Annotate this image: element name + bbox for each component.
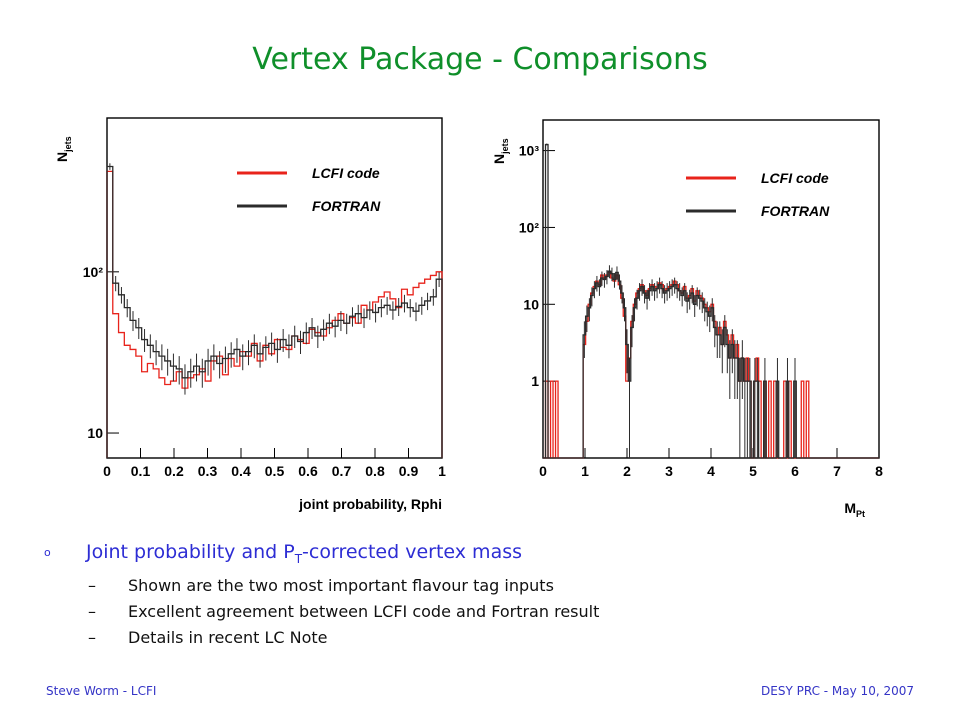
- x-tick-label: 0.7: [332, 463, 352, 479]
- sub-bullet-text: Details in recent LC Note: [128, 627, 328, 647]
- chart-vertex-mass: 0 1 2 3 4 5 6 7 8 1 10 10² 10³ Njets MPt LCFI code FORTR…: [487, 100, 905, 528]
- footer-author: Steve Worm - LCFI: [46, 684, 157, 698]
- series-fortran-line: [106, 165, 443, 458]
- x-tick-label: 2: [623, 463, 631, 479]
- chart-svg: 0 0.1 0.2 0.3 0.4 0.5 0.6 0.7 0.8 0.9 11010²Njetsj…: [54, 117, 446, 512]
- x-tick-label: 7: [833, 463, 841, 479]
- legend-label: LCFI code: [761, 170, 829, 186]
- y-axis-label: Njets: [54, 136, 73, 162]
- x-tick-label: 0.5: [265, 463, 285, 479]
- x-tick-label: 8: [875, 463, 883, 479]
- sub-bullet-text: Excellent agreement between LCFI code an…: [128, 601, 600, 621]
- x-tick-label: 6: [791, 463, 799, 479]
- y-tick-label: 10²: [83, 264, 104, 280]
- y-axis-label: Njets: [491, 138, 510, 164]
- y-tick-label: 10²: [519, 219, 540, 235]
- x-tick-label: 0: [103, 463, 111, 479]
- legend-label: LCFI code: [312, 165, 380, 181]
- sub-bullet-marker: –: [88, 601, 96, 621]
- series-lcfi-line: [106, 170, 443, 458]
- bullet-list: o Joint probability and PT-corrected vert…: [44, 538, 924, 651]
- series-fortran-line: [543, 143, 879, 459]
- bullet-main-subscript: T: [294, 551, 303, 566]
- bullet-main-text-pre: Joint probability and P: [86, 541, 295, 563]
- x-tick-label: 0.6: [298, 463, 318, 479]
- x-tick-label: 0.3: [198, 463, 218, 479]
- chart-svg: 0 1 2 3 4 5 6 7 8 1 10 10² 10³ Njets MPt LCFI code FORTR…: [491, 119, 883, 519]
- chart-joint-probability: 0 0.1 0.2 0.3 0.4 0.5 0.6 0.7 0.8 0.9 1 10 10² Njets j…: [50, 100, 460, 520]
- y-axis-label-subscript: jets: [63, 136, 73, 153]
- series-lcfi-line: [543, 271, 879, 459]
- y-tick-label: 1: [531, 373, 539, 389]
- slide-title: Vertex Package - Comparisons: [252, 42, 708, 77]
- x-tick-label: 0: [539, 463, 547, 479]
- bullet-main: o Joint probability and PT-corrected vert…: [44, 538, 924, 573]
- x-axis-label: MPt: [844, 500, 865, 519]
- y-axis-label-subscript: jets: [500, 138, 510, 155]
- sub-bullet: – Excellent agreement between LCFI code a…: [88, 599, 924, 625]
- legend-label: FORTRAN: [761, 203, 830, 219]
- x-tick-label: 1: [438, 463, 446, 479]
- x-tick-label: 0.2: [164, 463, 184, 479]
- x-tick-label: 0.9: [399, 463, 419, 479]
- sub-bullet-marker: –: [88, 575, 96, 595]
- bullet-marker: o: [44, 545, 51, 559]
- y-tick-label: 10³: [519, 143, 540, 159]
- sub-bullet: – Details in recent LC Note: [88, 625, 924, 651]
- x-tick-label: 0.8: [365, 463, 385, 479]
- legend-label: FORTRAN: [312, 198, 381, 214]
- y-tick-label: 10: [87, 425, 103, 441]
- footer-date: DESY PRC - May 10, 2007: [761, 684, 914, 698]
- x-tick-label: 0.4: [231, 463, 251, 479]
- x-tick-label: 3: [665, 463, 673, 479]
- sub-bullet-text: Shown are the two most important flavour…: [128, 575, 554, 595]
- bullet-main-text-post: -corrected vertex mass: [302, 541, 523, 563]
- x-tick-label: 1: [581, 463, 589, 479]
- x-tick-label: 4: [707, 463, 715, 479]
- sub-bullet: – Shown are the two most important flavou…: [88, 573, 924, 599]
- y-tick-label: 10: [523, 296, 539, 312]
- x-tick-label: 5: [749, 463, 757, 479]
- x-axis-label-subscript: Pt: [856, 509, 865, 519]
- sub-bullet-marker: –: [88, 627, 96, 647]
- plot-frame: [106, 117, 443, 459]
- x-axis-label: joint probability, Rphi: [298, 496, 442, 512]
- x-tick-label: 0.1: [131, 463, 151, 479]
